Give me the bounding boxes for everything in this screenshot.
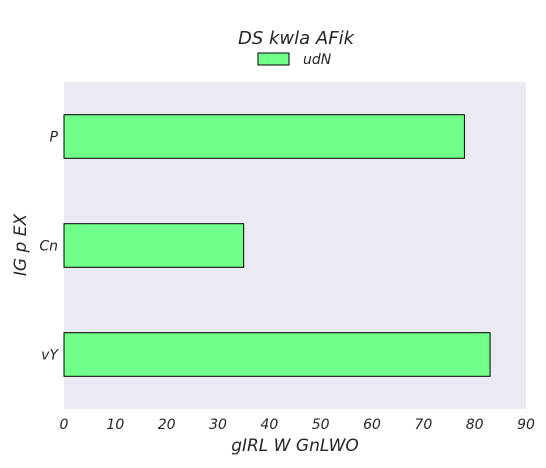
- bars-group: [63, 114, 491, 377]
- legend-swatch: [257, 52, 290, 66]
- x-tick-label: 0: [60, 417, 69, 433]
- y-tick-label: P: [50, 130, 59, 146]
- x-tick-label: 40: [260, 417, 278, 433]
- x-tick-label: 10: [106, 417, 124, 433]
- bar-vY: [63, 332, 491, 377]
- x-tick-label: 80: [466, 417, 484, 433]
- bar-Cn: [63, 223, 245, 268]
- x-tick-label: 20: [158, 417, 176, 433]
- x-tick-label: 90: [517, 417, 535, 433]
- y-tick-labels: P Cn vY: [39, 130, 59, 364]
- x-tick-label: 70: [414, 417, 432, 433]
- bar-P: [63, 114, 465, 159]
- x-tick-labels: 0 10 20 30 40 50 60 70 80 90: [60, 417, 535, 433]
- legend-label: udN: [303, 52, 332, 68]
- chart-title: DS kwla AFik: [238, 28, 356, 49]
- y-tick-label: vY: [41, 348, 59, 364]
- x-axis-label: gIRL W GnLWO: [231, 436, 359, 456]
- y-axis-label: IG p EX: [11, 214, 31, 277]
- y-tick-label: Cn: [39, 239, 58, 255]
- x-tick-label: 50: [312, 417, 330, 433]
- legend: udN: [257, 52, 332, 68]
- x-tick-label: 60: [363, 417, 381, 433]
- x-tick-label: 30: [209, 417, 227, 433]
